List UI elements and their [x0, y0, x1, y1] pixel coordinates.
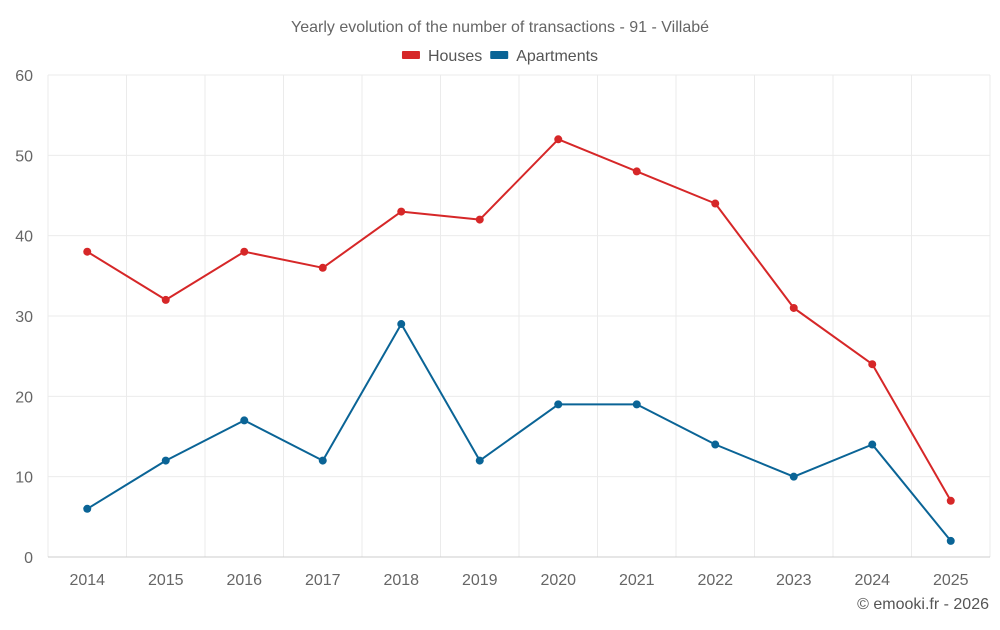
legend-swatch-houses — [401, 51, 420, 59]
x-tick-label: 2022 — [697, 572, 733, 589]
data-point-apartments[interactable] — [946, 536, 955, 545]
data-point-apartments[interactable] — [318, 456, 327, 465]
x-tick-label: 2015 — [148, 572, 184, 589]
data-point-houses[interactable] — [946, 496, 955, 505]
series-layer — [83, 135, 955, 545]
x-tick-label: 2024 — [854, 572, 890, 589]
data-point-houses[interactable] — [554, 135, 563, 144]
data-point-houses[interactable] — [475, 215, 484, 224]
x-tick-label: 2021 — [619, 572, 655, 589]
data-point-houses[interactable] — [868, 360, 877, 369]
legend: Houses Apartments — [401, 48, 598, 65]
y-tick-label: 30 — [15, 309, 33, 326]
series-line-apartments — [86, 323, 952, 542]
y-tick-label: 0 — [24, 550, 33, 567]
legend-item-houses[interactable]: Houses — [401, 48, 482, 65]
legend-label-apartments: Apartments — [516, 48, 598, 65]
data-point-houses[interactable] — [240, 247, 249, 256]
legend-swatch-apartments — [490, 51, 509, 59]
y-tick-label: 60 — [15, 68, 33, 85]
x-tick-label: 2014 — [69, 572, 105, 589]
y-tick-label: 20 — [15, 389, 33, 406]
y-tick-label: 40 — [15, 229, 33, 246]
data-point-apartments[interactable] — [240, 416, 249, 425]
x-tick-label: 2017 — [305, 572, 341, 589]
y-axis: 0 10 20 30 40 50 60 — [15, 68, 33, 567]
data-point-apartments[interactable] — [475, 456, 484, 465]
credit-text: © emooki.fr - 2026 — [857, 596, 989, 613]
data-point-apartments[interactable] — [554, 400, 563, 409]
x-tick-label: 2020 — [540, 572, 576, 589]
data-point-houses[interactable] — [632, 167, 641, 176]
y-tick-label: 50 — [15, 148, 33, 165]
x-tick-label: 2016 — [226, 572, 262, 589]
data-point-apartments[interactable] — [161, 456, 170, 465]
data-point-houses[interactable] — [318, 263, 327, 272]
series-apartments — [83, 320, 955, 545]
data-point-houses[interactable] — [789, 303, 798, 312]
data-point-houses[interactable] — [161, 295, 170, 304]
legend-item-apartments[interactable]: Apartments — [490, 48, 598, 65]
data-point-apartments[interactable] — [397, 320, 406, 329]
series-line-houses — [86, 138, 952, 502]
x-tick-label: 2025 — [933, 572, 969, 589]
data-point-houses[interactable] — [83, 247, 92, 256]
x-tick-label: 2018 — [383, 572, 419, 589]
y-tick-label: 10 — [15, 470, 33, 487]
legend-label-houses: Houses — [428, 48, 482, 65]
data-point-houses[interactable] — [397, 207, 406, 216]
x-tick-label: 2023 — [776, 572, 812, 589]
data-point-apartments[interactable] — [632, 400, 641, 409]
data-point-apartments[interactable] — [83, 504, 92, 513]
x-axis: 2014 2015 2016 2017 2018 2019 2020 2021 2022 2023… — [69, 572, 968, 589]
grid — [47, 74, 991, 558]
data-point-apartments[interactable] — [868, 440, 877, 449]
chart-title: Yearly evolution of the number of transa… — [291, 19, 709, 36]
data-point-apartments[interactable] — [711, 440, 720, 449]
x-tick-label: 2019 — [462, 572, 498, 589]
data-point-houses[interactable] — [711, 199, 720, 208]
data-point-apartments[interactable] — [789, 472, 798, 481]
series-houses — [83, 135, 955, 505]
